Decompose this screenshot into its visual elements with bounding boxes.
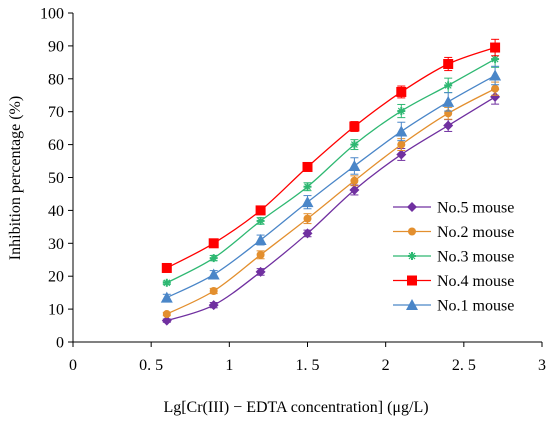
data-point (303, 182, 312, 191)
data-point (302, 161, 313, 172)
data-point (491, 55, 500, 64)
star-marker-stroke (163, 279, 171, 287)
data-point (444, 81, 453, 90)
legend-marker (407, 275, 417, 286)
data-point (443, 120, 454, 131)
x-tick-label: 2. 5 (452, 357, 476, 374)
data-point (208, 300, 219, 311)
legend-item: No.5 mouse (393, 200, 514, 217)
tick-marks: 0 10 20 30 40 50 60 70 80 90 100 0 0. 5 1 1. 5 2 2. 5 3 (40, 6, 546, 375)
data-point (397, 140, 406, 149)
data-point (442, 95, 455, 107)
legend-item: No.4 mouse (393, 273, 514, 290)
y-tick-label: 60 (48, 137, 64, 154)
y-tick-label: 20 (48, 269, 64, 286)
data-point (254, 234, 267, 246)
data-point (255, 266, 266, 277)
data-point (207, 268, 220, 280)
data-point (256, 250, 265, 259)
legend: No.5 mouse No.2 mouse No.3 mouse No.4 mouse… (393, 200, 514, 315)
x-tick-label: 1. 5 (296, 357, 320, 374)
y-tick-label: 90 (48, 38, 64, 55)
data-point (490, 42, 501, 53)
legend-marker (406, 299, 418, 310)
series-no-5-mouse (161, 89, 501, 326)
data-point (490, 91, 501, 102)
data-point (350, 140, 359, 149)
data-point (350, 176, 359, 185)
legend-label: No.3 mouse (437, 249, 514, 266)
data-point (208, 238, 219, 249)
data-point (489, 69, 502, 81)
legend-marker (408, 227, 416, 236)
legend-label: No.1 mouse (437, 298, 514, 315)
legend-label: No.4 mouse (437, 273, 514, 290)
star-marker-stroke (397, 107, 405, 115)
series-line (166, 96, 496, 322)
data-point (161, 315, 172, 326)
x-tick-label: 3 (538, 357, 546, 374)
y-tick-label: 30 (48, 236, 64, 253)
data-point (349, 185, 360, 196)
data-point (160, 291, 173, 303)
series-no-1-mouse (160, 65, 502, 303)
star-marker-stroke (304, 183, 311, 191)
data-point (396, 149, 407, 160)
x-tick-label: 0. 5 (139, 357, 163, 374)
data-point (348, 159, 361, 171)
data-point (255, 205, 266, 216)
data-point (301, 196, 314, 208)
data-point (209, 287, 218, 296)
data-point (491, 84, 500, 93)
data-series (160, 38, 502, 326)
legend-marker (408, 252, 416, 260)
legend-label: No.2 mouse (437, 224, 514, 241)
data-point (256, 216, 265, 225)
x-tick-label: 2 (382, 357, 390, 374)
legend-label: No.5 mouse (437, 200, 514, 217)
x-tick-label: 0 (69, 357, 77, 374)
star-marker-stroke (444, 81, 452, 89)
y-axis-label: Inhibition percentage (%) (7, 96, 24, 260)
legend-item: No.1 mouse (393, 298, 514, 315)
data-point (162, 310, 171, 319)
data-point (443, 58, 454, 69)
y-tick-label: 70 (48, 104, 64, 121)
star-marker-stroke (210, 254, 218, 262)
x-tick-label: 1 (225, 357, 233, 374)
data-point (302, 228, 313, 239)
data-point (397, 107, 406, 116)
star-marker-stroke (408, 252, 416, 260)
data-point (396, 86, 407, 97)
y-tick-label: 40 (48, 203, 64, 220)
axes (72, 13, 542, 343)
data-point (349, 121, 360, 132)
y-tick-label: 50 (48, 170, 64, 187)
legend-marker (407, 202, 417, 212)
data-point (162, 278, 171, 287)
series-no-4-mouse (161, 38, 501, 273)
data-point (395, 125, 408, 137)
y-tick-label: 100 (40, 6, 64, 23)
data-point (161, 262, 172, 273)
x-axis-label: Lg[Cr(III) − EDTA concentration] (μg/L) (163, 399, 428, 416)
legend-item: No.2 mouse (393, 224, 514, 241)
legend-item: No.3 mouse (393, 249, 514, 266)
y-tick-label: 0 (56, 335, 64, 352)
data-point (303, 214, 312, 223)
star-marker-stroke (491, 55, 499, 63)
star-marker-stroke (257, 217, 265, 225)
y-tick-label: 80 (48, 71, 64, 88)
star-marker-stroke (350, 141, 358, 149)
data-point (209, 254, 218, 263)
y-tick-label: 10 (48, 302, 64, 319)
